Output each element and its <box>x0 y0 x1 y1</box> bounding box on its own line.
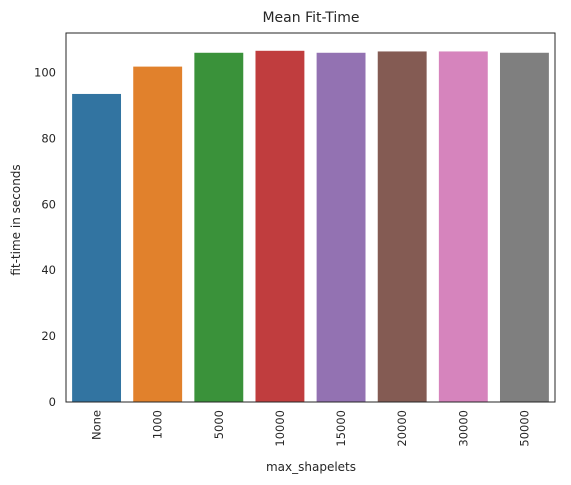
bar-20000 <box>377 51 427 402</box>
chart-title: Mean Fit-Time <box>262 10 359 26</box>
bar-30000 <box>438 51 488 402</box>
x-tick-label: 30000 <box>456 410 470 447</box>
y-tick-label: 80 <box>41 131 56 145</box>
x-tick-label: 20000 <box>395 410 409 447</box>
x-tick-label: 1000 <box>151 410 165 439</box>
y-tick-label: 100 <box>34 66 56 80</box>
bar-None <box>72 93 122 402</box>
x-tick-label: 15000 <box>334 410 348 447</box>
y-axis-ticks: 0 20 40 60 80 100 <box>34 66 56 409</box>
bar-5000 <box>194 52 244 403</box>
x-tick-label: 50000 <box>517 410 531 447</box>
y-tick-label: 20 <box>41 329 56 343</box>
bar-10000 <box>255 50 305 402</box>
bar-15000 <box>316 52 366 403</box>
x-tick-label: 5000 <box>212 410 226 439</box>
y-axis-label: fit-time in seconds <box>9 164 23 275</box>
plot-frame <box>65 32 556 403</box>
bars-group <box>72 50 549 403</box>
y-tick-label: 60 <box>41 197 56 211</box>
bar-1000 <box>133 66 183 403</box>
y-tick-label: 40 <box>41 263 56 277</box>
bar-50000 <box>499 52 549 403</box>
x-tick-label: 10000 <box>273 410 287 447</box>
y-tick-label: 0 <box>49 395 56 409</box>
x-axis-label: max_shapelets <box>266 460 356 474</box>
x-axis-ticks: None 1000 5000 10000 15000 20000 30000 50000 <box>90 410 532 447</box>
x-tick-label: None <box>90 410 104 440</box>
